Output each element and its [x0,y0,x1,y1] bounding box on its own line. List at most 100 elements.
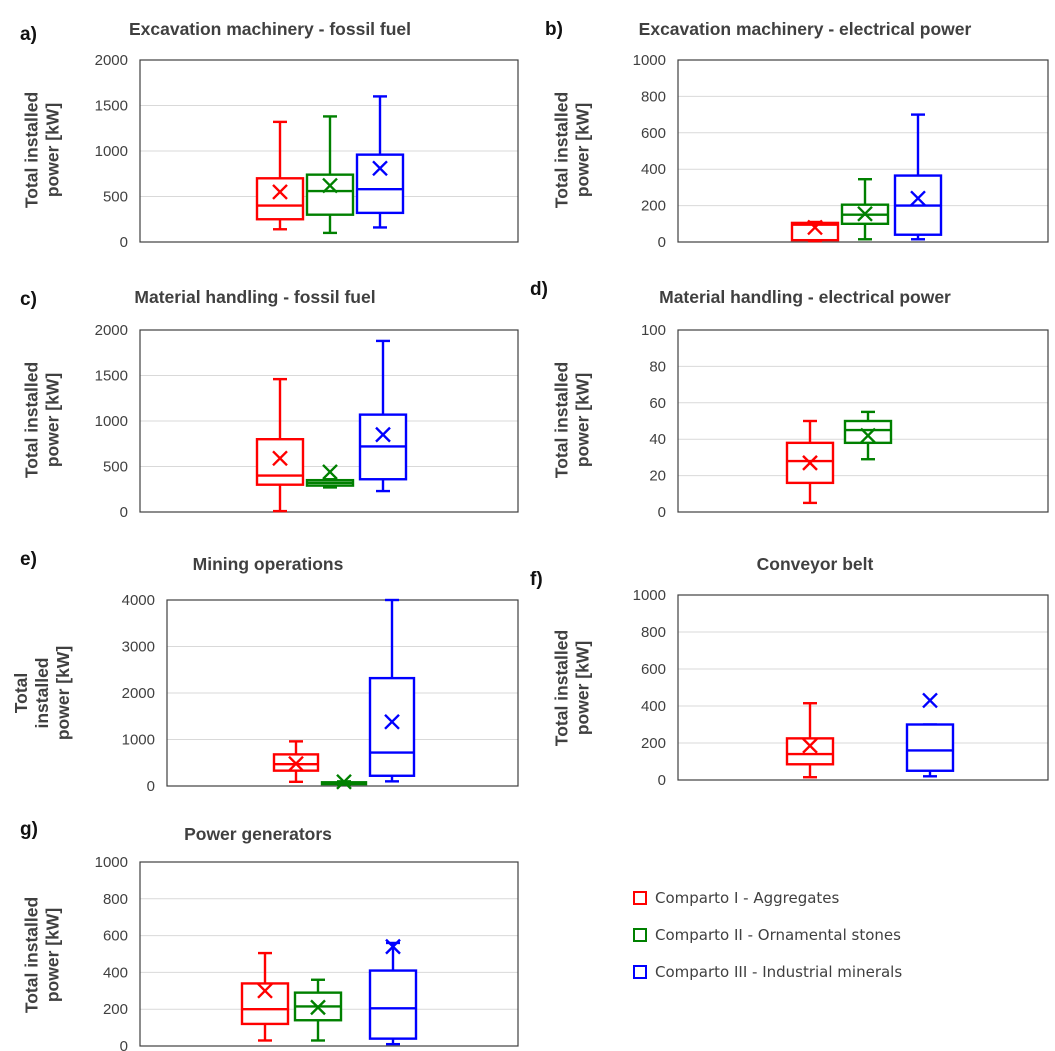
box-comparto-1 [255,120,305,231]
y-tick-label: 2000 [122,685,155,702]
y-tick-label: 400 [641,698,666,715]
mean-marker [910,190,926,207]
iqr-box [843,419,893,445]
mean-marker [322,464,338,480]
y-axis-label: Total installed [552,362,572,478]
iqr-box [368,969,418,1040]
y-tick-label: 800 [641,624,666,641]
legend-item-comparto-3: Comparto III - Industrial minerals [633,962,902,982]
mean-marker [385,938,401,955]
y-tick-label: 1000 [95,143,128,160]
y-tick-label: 80 [649,358,666,375]
y-tick-label: 0 [120,1038,128,1051]
chart-title: Excavation machinery - electrical power [639,19,972,39]
y-tick-label: 1000 [633,587,666,604]
y-tick-label: 500 [103,459,128,476]
y-axis-label: power [kW] [573,641,593,735]
iqr-box [785,737,835,766]
box-comparto-3 [368,598,416,783]
y-tick-label: 1000 [122,732,155,749]
plot-frame [677,594,1049,781]
iqr-box [790,221,840,242]
mean-marker [372,160,388,177]
mean-marker [272,184,288,200]
iqr-box [355,153,405,215]
y-tick-label: 0 [658,504,666,521]
y-tick-label: 1000 [95,413,128,430]
chart-title: Mining operations [193,554,344,574]
y-axis-label: Total installed [22,362,42,478]
chart-title: Conveyor belt [757,554,874,574]
y-tick-label: 200 [641,198,666,215]
y-tick-label: 0 [658,234,666,251]
y-axis-label: Total installed [22,897,42,1013]
iqr-box [368,676,416,777]
chart-title: Material handling - electrical power [659,287,951,307]
box-comparto-1 [255,377,305,513]
mean-marker [288,755,304,772]
y-axis-label: power [kW] [573,373,593,467]
chart-panel-a: a) Excavation machinery - fossil fuel 0 500… [20,19,519,251]
y-tick-label: 600 [641,661,666,678]
y-tick-label: 3000 [122,639,155,656]
panel-letter: a) [20,24,37,45]
y-tick-label: 500 [103,189,128,206]
y-axis-label: Total installed [552,92,572,208]
panel-letter: b) [545,19,563,40]
y-tick-label: 0 [120,504,128,521]
legend-label-comparto-2: Comparto II - Ornamental stones [655,926,901,944]
mean-marker [922,692,938,709]
box-comparto-3 [358,339,408,493]
legend-label-comparto-3: Comparto III - Industrial minerals [655,963,903,981]
y-tick-label: 800 [641,88,666,105]
y-axis-label: installed [32,658,52,729]
box-comparto-1 [785,419,835,505]
mean-marker [310,999,326,1016]
panel-letter: g) [20,819,38,840]
box-comparto-1 [785,702,835,779]
mean-marker [802,737,818,754]
mean-marker [336,773,352,790]
panel-letter: c) [20,289,37,310]
box-comparto-1 [790,219,840,243]
chart-panel-f: f) Conveyor belt 0 200 400 600 800 1000 Total in… [530,554,1049,789]
box-comparto-2 [843,410,893,461]
y-tick-label: 0 [658,772,666,789]
y-tick-label: 4000 [122,592,155,609]
y-tick-label: 200 [641,735,666,752]
y-tick-label: 20 [649,468,666,485]
chart-title: Power generators [184,824,332,844]
box-comparto-2 [305,115,355,235]
y-axis-label: Total installed [552,630,572,746]
legend-item-comparto-1: Comparto I - Aggregates [633,888,902,908]
mean-marker [257,982,273,999]
box-comparto-2 [320,773,368,790]
legend-swatch-red [633,891,647,905]
y-axis-label: Total [11,673,31,714]
plot-frame [139,59,519,243]
box-comparto-3 [368,938,418,1046]
box-comparto-3 [893,113,943,241]
y-tick-label: 2000 [95,52,128,69]
y-tick-label: 2000 [95,322,128,339]
iqr-box [305,173,355,216]
chart-title: Material handling - fossil fuel [134,287,375,307]
legend-swatch-green [633,928,647,942]
box-comparto-2 [305,464,355,489]
mean-marker [272,450,288,467]
chart-panel-c: c) Material handling - fossil fuel 0 500 100… [20,287,519,521]
box-comparto-1 [272,740,320,784]
box-comparto-1 [240,951,290,1042]
mean-marker [857,205,873,222]
chart-panel-e: e) Mining operations 0 1000 2000 3000 4000 Tota… [11,549,519,795]
legend-item-comparto-2: Comparto II - Ornamental stones [633,925,902,945]
plot-frame [677,59,1049,243]
chart-panel-g: g) Power generators 0 200 400 600 800 1000 Total… [20,819,519,1051]
chart-title: Excavation machinery - fossil fuel [129,19,411,39]
legend-swatch-blue [633,965,647,979]
y-tick-label: 800 [103,891,128,908]
iqr-box [255,177,305,221]
mean-marker [860,427,876,444]
box-comparto-2 [293,978,343,1042]
